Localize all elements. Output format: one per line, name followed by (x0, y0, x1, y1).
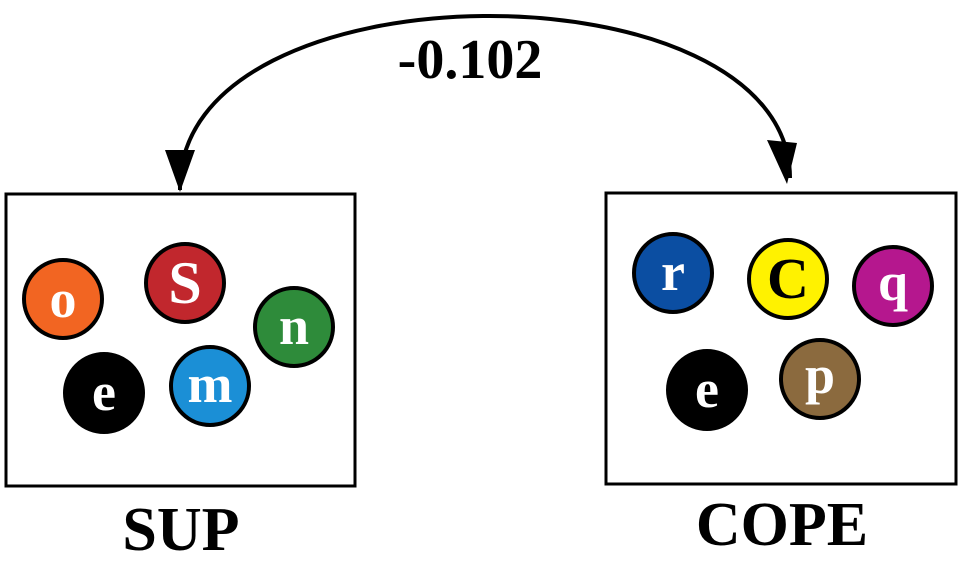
left-arrowhead-icon (165, 150, 195, 192)
ball-q: q (852, 245, 934, 327)
ball-r: r (632, 232, 714, 314)
ball-circle (63, 352, 145, 434)
ball-letter: r (661, 242, 685, 302)
ball-s: S (144, 242, 226, 324)
ball-e: e (666, 349, 748, 431)
ball-circle (144, 242, 226, 324)
ball-m: m (169, 345, 251, 427)
ball-o: o (22, 258, 104, 340)
ball-circle (747, 238, 829, 320)
ball-circle (632, 232, 714, 314)
ball-letter: m (188, 354, 233, 414)
ball-letter: C (767, 246, 809, 311)
ball-p: p (779, 338, 861, 420)
ball-circle (22, 258, 104, 340)
ball-letter: n (279, 296, 309, 356)
ball-letter: q (878, 252, 908, 312)
ball-circle (666, 349, 748, 431)
ball-n: n (253, 286, 335, 368)
group-box (604, 191, 958, 486)
ball-circle (779, 338, 861, 420)
group-label: SUP (122, 496, 239, 564)
ball-circle (253, 286, 335, 368)
group-box (4, 192, 357, 488)
ball-letter: e (92, 362, 116, 422)
ball-e: e (63, 352, 145, 434)
right-arrowhead-icon (767, 140, 797, 184)
ball-letter: S (168, 250, 201, 316)
ball-letter: o (50, 269, 77, 329)
group-cope: r C q e p COPE (604, 191, 958, 559)
group-label: COPE (696, 491, 868, 559)
group-sup: o S n e m SUP (4, 192, 357, 564)
ball-circle (852, 245, 934, 327)
double-arrow-arc (177, 14, 792, 191)
ball-letter: p (805, 345, 835, 405)
ball-letter: e (695, 359, 719, 419)
ball-c: C (747, 238, 829, 320)
correlation-label: -0.102 (398, 29, 543, 91)
ball-circle (169, 345, 251, 427)
